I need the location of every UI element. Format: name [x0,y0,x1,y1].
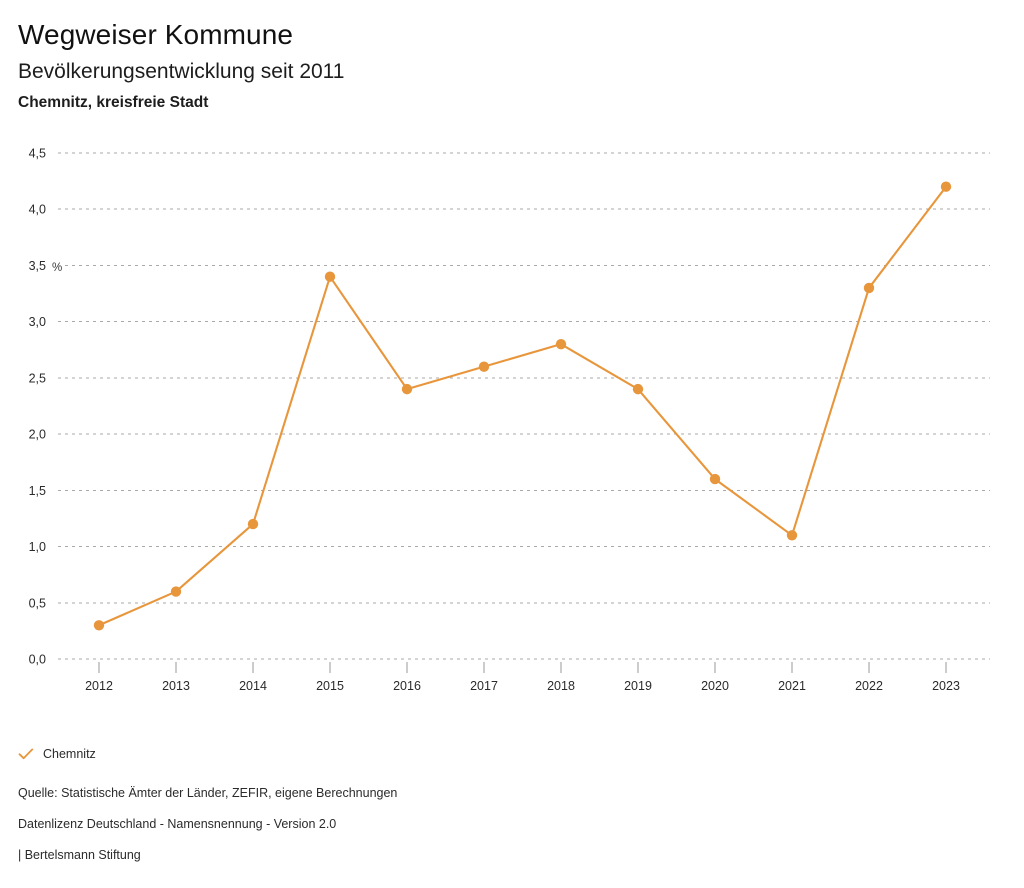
check-icon [18,748,34,760]
y-axis-tick-label: 2,0 [29,428,46,442]
gridlines [58,152,990,660]
chart-subtitle: Bevölkerungsentwicklung seit 2011 [18,60,345,83]
data-point[interactable] [324,271,336,282]
data-point[interactable] [555,338,567,350]
x-axis-tick-labels: 2012 2013 2014 2015 2016 2017 2018 2019 2020 2021… [85,679,960,693]
y-axis-tick-label: 3,0 [29,315,46,329]
x-axis-tick-label: 2023 [932,679,960,693]
chart-container: % 0,0 0,5 1,0 1,5 2,0 2,5 3,0 3,5 4,0 4,5 2012 201… [0,113,1024,713]
x-axis-tick-label: 2021 [778,679,806,693]
data-point[interactable] [401,383,413,395]
footer-publisher: | Bertelsmann Stiftung [18,848,141,862]
chart-footer: Quelle: Statistische Ämter der Länder, Z… [18,785,998,863]
y-axis-unit-label: % [52,262,62,274]
footer-license: Datenlizenz Deutschland - Namensnennung … [18,817,337,831]
x-axis-tick-label: 2014 [239,679,267,693]
legend-item-chemnitz[interactable]: Chemnitz [18,747,96,761]
data-point[interactable] [93,620,105,631]
series-lines [97,185,948,627]
y-axis-tick-labels: 0,0 0,5 1,0 1,5 2,0 2,5 3,0 3,5 4,0 4,5 [29,147,46,667]
x-axis-tick-label: 2018 [547,679,575,693]
footer-source: Quelle: Statistische Ämter der Länder, Z… [18,786,398,800]
y-axis-tick-label: 1,0 [29,540,46,554]
data-point[interactable] [170,586,182,597]
y-axis-tick-label: 2,5 [29,371,46,385]
chart-legend: Chemnitz [18,744,96,764]
y-axis-tick-label: 4,0 [29,203,46,217]
data-point[interactable] [632,383,644,395]
x-axis-tick-label: 2012 [85,679,113,693]
data-point[interactable] [709,473,721,485]
line-chart: % 0,00,51,01,52,02,53,03,54,04,5 2012 201… [29,147,990,693]
x-axis-tick-label: 2019 [624,679,652,693]
x-axis-tick-label: 2015 [316,679,344,693]
x-axis-tick-label: 2022 [855,679,883,693]
y-axis-tick-label: 1,5 [29,484,46,498]
legend-item-label: Chemnitz [43,747,96,761]
series-data-points [93,181,952,631]
data-point[interactable] [247,518,259,530]
app-title: Wegweiser Kommune [18,19,294,50]
x-axis-tick-marks [98,662,947,673]
y-axis-tick-label: 3,5 [29,259,46,273]
x-axis-tick-label: 2016 [393,679,421,693]
region-title: Chemnitz, kreisfreie Stadt [18,94,209,111]
y-axis-tick-label: 4,5 [29,147,46,161]
data-point[interactable] [786,530,798,541]
series-line [97,185,948,627]
x-axis-tick-label: 2013 [162,679,190,693]
data-point[interactable] [940,181,952,192]
data-point[interactable] [478,361,490,372]
y-axis-tick-label: 0,5 [29,596,46,610]
y-axis-tick-label: 0,0 [29,653,46,667]
data-point[interactable] [863,282,875,294]
x-axis-tick-label: 2020 [701,679,729,693]
x-axis-tick-label: 2017 [470,679,498,693]
page-header: Wegweiser Kommune Bevölkerungsentwicklun… [0,0,1024,113]
